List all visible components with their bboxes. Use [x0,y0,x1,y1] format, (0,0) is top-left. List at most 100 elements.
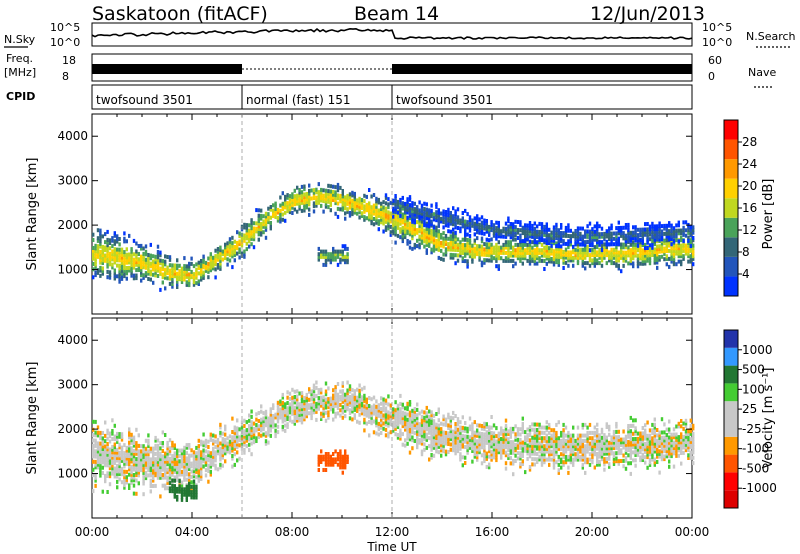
heatmap-cell [200,471,203,476]
heatmap-cell [348,213,352,218]
heatmap-cell [377,197,380,202]
heatmap-cell [430,418,433,423]
heatmap-cell [456,449,460,454]
heatmap-cell [646,235,649,240]
heatmap-cell [192,466,196,471]
heatmap-cell [394,224,397,229]
heatmap-cell [332,252,335,257]
heatmap-cell [600,242,604,247]
heatmap-cell [149,277,152,282]
heatmap-cell [274,209,277,214]
heatmap-cell [327,194,330,199]
heatmap-cell [536,422,539,427]
heatmap-cell [605,250,608,255]
heatmap-cell [322,408,325,413]
heatmap-cell [416,445,419,450]
heatmap-cell [488,224,491,229]
heatmap-cell [396,225,400,230]
heatmap-cell [281,427,284,432]
heatmap-cell [94,473,97,478]
heatmap-cell [420,441,424,446]
heatmap-cell [653,232,656,237]
heatmap-cell [562,436,565,441]
heatmap-cell [521,261,524,266]
heatmap-cell [495,450,498,455]
heatmap-cell [401,236,404,241]
heatmap-cell [670,226,673,231]
heatmap-cell [147,263,150,268]
heatmap-cell [346,254,349,259]
heatmap-cell [377,405,380,410]
heatmap-cell [406,417,409,422]
heatmap-cell [370,405,373,410]
heatmap-cell [572,255,575,260]
heatmap-cell [96,457,100,462]
heatmap-cell [382,397,385,402]
heatmap-cell [339,193,342,198]
heatmap-cell [586,250,589,255]
heatmap-cell [207,455,210,460]
heatmap-cell [552,454,556,459]
heatmap-cell [245,444,248,449]
heatmap-cell [456,443,460,448]
heatmap-cell [428,224,431,229]
heatmap-cell [425,250,428,255]
heatmap-cell [190,464,193,469]
heatmap-cell [658,255,661,259]
heatmap-cell [512,248,515,253]
heatmap-cell [140,259,143,264]
heatmap-cell [502,248,505,253]
heatmap-cell [536,240,539,245]
heatmap-cell [620,245,623,250]
heatmap-cell [605,242,608,247]
heatmap-cell [101,460,104,465]
heatmap-cell [406,228,409,233]
heatmap-cell [106,447,109,452]
heatmap-cell [221,257,224,262]
heatmap-cell [550,452,553,457]
heatmap-cell [531,446,534,451]
heatmap-cell [101,234,104,239]
heatmap-cell [548,241,551,246]
heatmap-cell [428,210,431,215]
heatmap-cell [531,435,534,440]
heatmap-cell [624,225,628,230]
heatmap-cell [140,460,143,465]
heatmap-cell [593,430,596,435]
heatmap-cell [588,422,592,427]
heatmap-cell [202,453,205,458]
heatmap-cell [586,457,589,462]
heatmap-cell [394,207,397,212]
heatmap-cell [250,236,253,241]
heatmap-cell [305,395,308,400]
heatmap-cell [411,206,414,211]
heatmap-cell [123,252,126,257]
heatmap-cell [375,218,378,223]
heatmap-cell [447,450,450,454]
heatmap-cell [528,425,532,429]
heatmap-cell [624,233,628,238]
heatmap-cell [240,251,244,256]
heatmap-cell [603,438,606,443]
heatmap-cell [524,438,527,443]
heatmap-cell [476,455,479,460]
heatmap-cell [161,449,164,453]
heatmap-cell [670,231,673,236]
heatmap-cell [324,260,328,265]
heatmap-cell [545,222,548,227]
heatmap-cell [200,458,203,463]
heatmap-cell [332,257,335,262]
heatmap-cell [394,210,397,214]
heatmap-cell [636,253,640,258]
heatmap-cell [560,433,563,438]
heatmap-cell [166,448,169,453]
heatmap-cell [581,454,584,459]
heatmap-cell [495,250,498,255]
heatmap-cell [286,390,289,395]
heatmap-cell [480,226,484,230]
heatmap-cell [442,239,445,244]
heatmap-cell [411,219,414,224]
heatmap-cell [327,197,330,202]
heatmap-cell [468,424,472,429]
heatmap-cell [533,422,536,427]
